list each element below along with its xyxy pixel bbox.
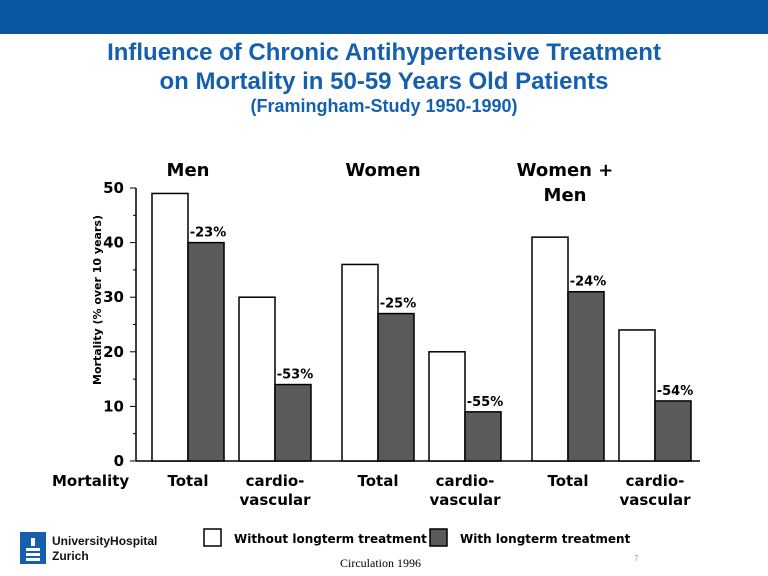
change-data-label: -54% (657, 384, 694, 399)
y-axis-label: Mortality (% over 10 years) (91, 215, 104, 385)
bar-with-treatment (377, 312, 415, 462)
bar-without-treatment (238, 296, 276, 462)
page-number: 7 (634, 554, 639, 563)
y-tick-label: 50 (103, 179, 124, 197)
change-data-label: -25% (380, 297, 417, 312)
category-label: cardio-vascular (239, 472, 311, 509)
group-label: Women (345, 160, 420, 181)
category-label: cardio-vascular (619, 472, 691, 509)
bar-with-treatment (654, 400, 692, 462)
category-label: Total (168, 472, 209, 490)
bar-without-treatment (151, 192, 189, 462)
bar-without-treatment (341, 263, 379, 462)
group-label: Men (167, 160, 210, 181)
group-label: Women + Men (517, 160, 614, 206)
university-hospital-icon (20, 532, 46, 564)
bar-with-treatment (274, 383, 312, 462)
citation: Circulation 1996 (340, 556, 421, 570)
legend-without-treatment-label: Without longterm treatment (234, 532, 427, 546)
slide-title: Influence of Chronic Antihypertensive Tr… (0, 38, 768, 96)
logo-line-1: UniversityHospital (52, 534, 158, 548)
change-data-label: -55% (467, 395, 504, 410)
y-tick-label: 0 (114, 452, 124, 470)
change-data-label: -53% (277, 368, 314, 383)
bar-without-treatment (428, 351, 466, 462)
top-banner (0, 0, 768, 34)
legend-with-treatment-label: With longterm treatment (460, 532, 631, 546)
category-label: cardio-vascular (429, 472, 501, 509)
change-data-label: -23% (190, 226, 227, 241)
bar-with-treatment (567, 290, 605, 462)
y-tick-label: 20 (103, 343, 124, 361)
y-tick-label: 30 (103, 288, 124, 306)
logo-line-2: Zurich (52, 549, 89, 563)
x-axis-label: Mortality (52, 472, 129, 490)
bar-with-treatment (464, 411, 502, 462)
legend-with-treatment-swatch (429, 528, 448, 547)
title-line-1: Influence of Chronic Antihypertensive Tr… (107, 39, 661, 66)
slide-subtitle: (Framingham-Study 1950-1990) (250, 96, 518, 116)
category-label: Total (358, 472, 399, 490)
logo-text: UniversityHospital Zurich (52, 534, 157, 564)
title-line-2: on Mortality in 50-59 Years Old Patients (159, 68, 609, 95)
bar-with-treatment (187, 241, 225, 462)
university-hospital-logo: UniversityHospital Zurich (20, 532, 190, 568)
change-data-label: -24% (570, 275, 607, 290)
y-tick-label: 10 (103, 397, 124, 415)
bar-without-treatment (531, 236, 569, 462)
category-label: Total (548, 472, 589, 490)
legend-without-treatment-swatch (203, 528, 222, 547)
y-tick-label: 40 (103, 234, 124, 252)
bar-without-treatment (618, 329, 656, 462)
